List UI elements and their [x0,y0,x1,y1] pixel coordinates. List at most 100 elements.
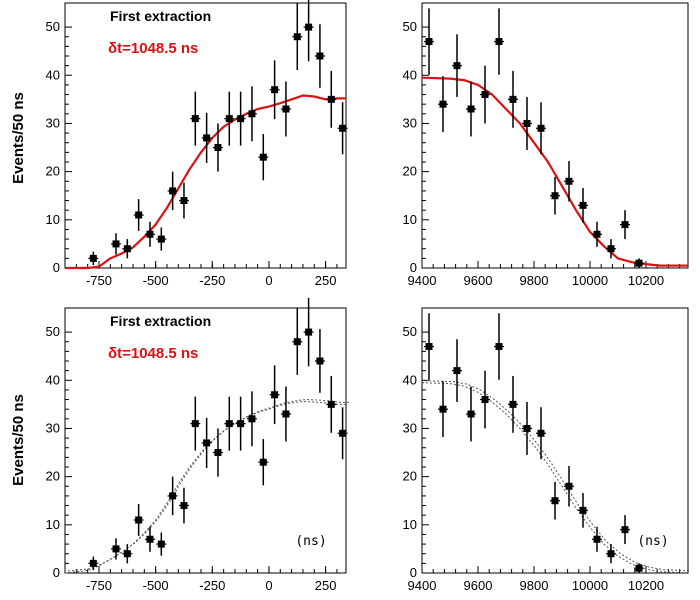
x-tick-label: 10200 [628,273,664,288]
data-point [316,52,324,60]
x-tick-label: 9600 [464,578,493,593]
y-tick-label: 20 [46,469,60,484]
y-tick-label: 40 [403,372,417,387]
y-tick-label: 30 [46,115,60,130]
data-point [621,526,629,534]
data-point [225,115,233,123]
plot-frame [421,307,689,574]
data-point [169,187,177,195]
plot-frame [421,2,689,269]
data-point [214,449,222,457]
data-point [112,240,120,248]
data-point [495,38,503,46]
chart-panel-bottom-left: 0 10 20 30 40 50 -750 -500 -250 0 250 First extract… [46,297,349,593]
data-point [157,235,165,243]
data-point [509,95,517,103]
x-tick-label: 9800 [520,578,549,593]
annotation-title: First extraction [110,8,211,24]
data-point [425,343,433,351]
x-tick-label: 250 [315,578,337,593]
y-tick-label: 0 [53,565,60,580]
data-point [453,62,461,70]
data-point [523,119,531,127]
data-point [157,540,165,548]
fit-curve [421,76,688,267]
chart-panel-top-left: 0 10 20 30 40 50 -750 -500 -250 0 250 First extract… [46,0,348,288]
data-point [191,115,199,123]
y-tick-label: 0 [410,565,417,580]
data-point [282,410,290,418]
y-tick-label: 10 [403,212,417,227]
data-point [180,197,188,205]
x-tick-label: 10000 [572,578,608,593]
x-tick-label: -250 [199,578,225,593]
y-tick-label: 10 [46,212,60,227]
data-point [607,245,615,253]
y-tick-label: 30 [403,115,417,130]
data-point [621,221,629,229]
y-tick-label: 40 [403,67,417,82]
data-point [635,564,643,572]
x-tick-label: -750 [86,273,112,288]
data-point [439,100,447,108]
x-tick-label: 9800 [520,273,549,288]
y-tick-label: 10 [403,517,417,532]
chart-panel-top-right: 0 10 20 30 40 50 9400 9600 9800 10000 10200 [403,2,689,288]
data-point [635,259,643,267]
x-unit-label: (ns) [637,534,668,549]
data-point [225,420,233,428]
data-point [439,405,447,413]
data-point [551,497,559,505]
data-point [565,177,573,185]
data-point [305,328,313,336]
data-point [316,357,324,365]
data-point [293,338,301,346]
data-point [339,429,347,437]
x-tick-label: 10000 [572,273,608,288]
data-point [214,144,222,152]
x-tick-label: 0 [265,578,272,593]
y-tick-label: 50 [46,19,60,34]
data-point [203,134,211,142]
x-tick-label: -250 [199,273,225,288]
data-point [467,410,475,418]
x-tick-label: -500 [143,578,169,593]
chart-panel-bottom-right: 0 10 20 30 40 50 9400 9600 9800 10000 10200 (ns) [403,307,692,593]
fit-curve [421,382,689,574]
x-tick-label: 250 [315,273,337,288]
data-point [607,550,615,558]
data-point [467,105,475,113]
data-point [593,230,601,238]
data-point [271,391,279,399]
data-point [237,115,245,123]
x-tick-label: 9400 [408,273,437,288]
y-tick-label: 50 [403,324,417,339]
y-tick-label: 20 [403,469,417,484]
fit-curve [65,94,346,270]
y-tick-label: 40 [46,67,60,82]
y-tick-label: 20 [46,164,60,179]
data-point [259,458,267,466]
data-point [509,400,517,408]
data-point [593,535,601,543]
data-point [146,535,154,543]
y-tick-label: 50 [403,19,417,34]
y-tick-label: 0 [53,260,60,275]
data-point [123,550,131,558]
annotation-delta-t: δt=1048.5 ns [108,40,198,57]
data-point [112,545,120,553]
data-point [237,420,245,428]
data-point [169,492,177,500]
y-tick-label: 30 [403,420,417,435]
data-point [135,211,143,219]
x-tick-label: 0 [265,273,272,288]
y-axis-label-bottom: Events/50 ns [10,394,27,486]
x-unit-label: (ns) [295,534,326,549]
data-point [191,420,199,428]
data-point [339,124,347,132]
data-point [293,33,301,41]
x-tick-label: 10200 [628,578,664,593]
data-point [89,254,97,262]
y-tick-label: 30 [46,420,60,435]
fit-curve-band [424,380,692,572]
